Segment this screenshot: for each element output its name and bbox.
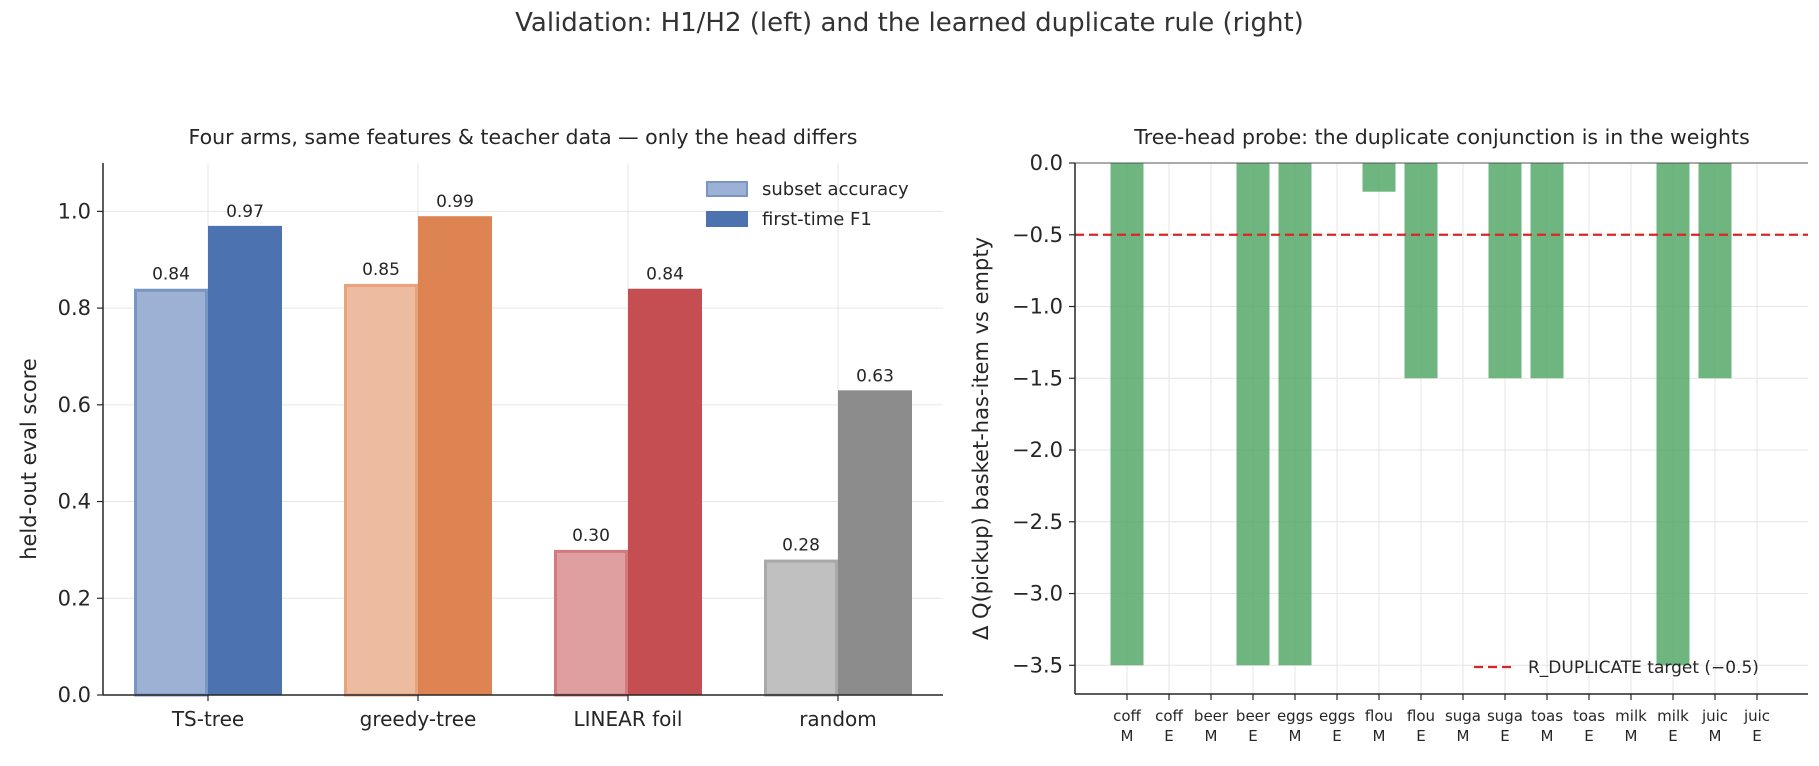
x-tick-label-bottom: M <box>1205 727 1218 745</box>
x-tick-label: LINEAR foil <box>574 707 683 731</box>
x-tick-label-top: suga <box>1445 707 1481 725</box>
x-tick-label-top: beer <box>1236 707 1271 725</box>
chart-title: Four arms, same features & teacher data … <box>189 125 858 149</box>
x-tick-label-top: flou <box>1407 707 1435 725</box>
legend-swatch <box>706 211 748 227</box>
bar-first-time-F1 <box>838 390 912 695</box>
chart-title: Tree-head probe: the duplicate conjuncti… <box>1133 125 1750 149</box>
probe-bar <box>1404 163 1438 379</box>
y-tick-label: 0.6 <box>58 393 91 417</box>
probe-bar <box>1656 163 1690 666</box>
x-tick-label-top: coff <box>1113 707 1141 725</box>
legend-label: R_DUPLICATE target (−0.5) <box>1528 658 1759 678</box>
x-tick-label-bottom: E <box>1332 727 1341 745</box>
y-tick-label: 1.0 <box>58 199 91 223</box>
x-tick-label: greedy-tree <box>360 707 477 731</box>
y-tick-label: 0.2 <box>58 586 91 610</box>
y-tick-label: −2.0 <box>1012 438 1063 462</box>
x-tick-label-top: toas <box>1573 707 1605 725</box>
x-tick-label-bottom: E <box>1500 727 1509 745</box>
x-tick-label-top: beer <box>1194 707 1229 725</box>
legend-label: first-time F1 <box>762 209 872 230</box>
figure-title: Validation: H1/H2 (left) and the learned… <box>515 8 1304 38</box>
probe-bar <box>1362 163 1396 192</box>
y-tick-label: −2.5 <box>1012 510 1063 534</box>
probe-bar <box>1236 163 1270 666</box>
probe-bar <box>1110 163 1144 666</box>
x-tick-label-bottom: M <box>1373 727 1386 745</box>
x-tick-label-bottom: M <box>1709 727 1722 745</box>
x-tick-label: TS-tree <box>171 707 244 731</box>
y-tick-label: 0.4 <box>58 490 91 514</box>
x-tick-label-bottom: E <box>1752 727 1761 745</box>
probe-bar <box>1278 163 1312 666</box>
bar-first-time-F1 <box>628 288 702 695</box>
x-tick-label-bottom: M <box>1625 727 1638 745</box>
y-tick-label: −0.5 <box>1012 223 1063 247</box>
bar-value-label: 0.99 <box>436 192 474 212</box>
bar-first-time-F1 <box>208 225 282 695</box>
bar-subset-accuracy <box>554 549 628 697</box>
y-tick-label: −1.0 <box>1012 295 1063 319</box>
legend-label: subset accuracy <box>762 179 909 200</box>
y-tick-label: −3.5 <box>1012 653 1063 677</box>
x-tick-label-bottom: E <box>1164 727 1173 745</box>
y-tick-label: 0.0 <box>1030 151 1063 175</box>
bar-subset-accuracy <box>764 559 838 697</box>
bar-value-label: 0.30 <box>572 526 610 546</box>
probe-bar <box>1488 163 1522 379</box>
bar-value-label: 0.97 <box>226 202 264 222</box>
x-tick-label-bottom: E <box>1248 727 1257 745</box>
probe-bar <box>1530 163 1564 379</box>
bar-first-time-F1 <box>418 216 492 695</box>
x-tick-label-bottom: E <box>1584 727 1593 745</box>
bar-subset-accuracy <box>134 288 208 697</box>
bar-subset-accuracy <box>344 283 418 697</box>
x-tick-label-bottom: M <box>1121 727 1134 745</box>
legend-swatch <box>706 181 748 197</box>
x-tick-label-bottom: E <box>1668 727 1677 745</box>
x-tick-label-top: milk <box>1657 707 1689 725</box>
bar-value-label: 0.84 <box>646 265 684 285</box>
bar-value-label: 0.63 <box>856 366 894 386</box>
y-tick-label: 0.0 <box>58 683 91 707</box>
y-tick-label: −1.5 <box>1012 366 1063 390</box>
x-tick-label-top: coff <box>1155 707 1183 725</box>
y-axis-label: held-out eval score <box>17 358 41 560</box>
x-tick-label-bottom: M <box>1457 727 1470 745</box>
y-tick-label: 0.8 <box>58 296 91 320</box>
x-tick-label-top: eggs <box>1319 707 1355 725</box>
y-tick-label: −3.0 <box>1012 582 1063 606</box>
x-tick-label-top: juic <box>1743 707 1770 725</box>
x-tick-label-top: suga <box>1487 707 1523 725</box>
bar-value-label: 0.85 <box>362 260 400 280</box>
x-tick-label-bottom: E <box>1416 727 1425 745</box>
x-tick-label-top: milk <box>1615 707 1647 725</box>
x-tick-label-bottom: M <box>1289 727 1302 745</box>
bar-value-label: 0.28 <box>782 536 820 556</box>
x-tick-label-top: toas <box>1531 707 1563 725</box>
probe-bar <box>1698 163 1732 379</box>
x-tick-label-top: eggs <box>1277 707 1313 725</box>
x-tick-label-top: flou <box>1365 707 1393 725</box>
x-tick-label-top: juic <box>1701 707 1728 725</box>
y-axis-label: Δ Q(pickup) basket-has-item vs empty <box>969 237 993 640</box>
bar-value-label: 0.84 <box>152 265 190 285</box>
x-tick-label-bottom: M <box>1541 727 1554 745</box>
x-tick-label: random <box>799 707 877 731</box>
